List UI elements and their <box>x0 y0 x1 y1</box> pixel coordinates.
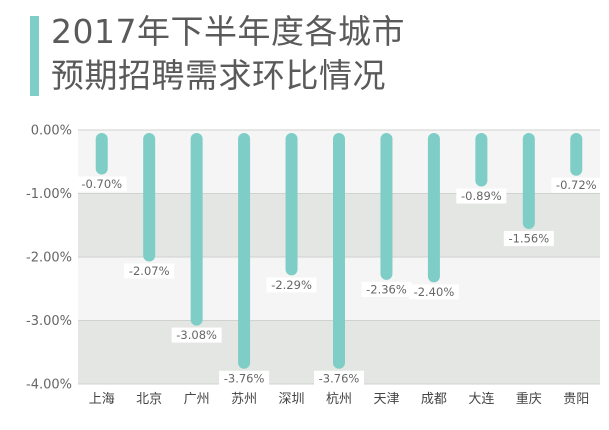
y-tick-label: -2.00% <box>26 251 72 266</box>
category-label: 重庆 <box>516 391 542 407</box>
value-label: -1.56% <box>508 232 549 246</box>
value-label: -0.89% <box>461 189 502 203</box>
value-label: -0.70% <box>81 177 122 191</box>
value-labels: -0.70% -2.07% -3.08% -3.76% -2.29% -3.76% -2.3… <box>76 176 602 386</box>
category-label: 成都 <box>421 392 447 407</box>
bar <box>570 133 583 176</box>
value-label-background <box>314 370 364 386</box>
bar <box>522 133 535 230</box>
value-label: -3.76% <box>319 371 360 385</box>
value-label-background <box>219 370 270 386</box>
category-label: 深圳 <box>279 392 305 407</box>
value-label: -0.72% <box>556 178 597 192</box>
bar <box>190 133 203 326</box>
bar <box>427 133 440 283</box>
category-label: 北京 <box>136 392 162 407</box>
category-label: 苏州 <box>231 391 257 407</box>
value-label-background <box>551 177 602 193</box>
category-label: 天津 <box>373 392 399 407</box>
bar <box>285 133 298 276</box>
value-label-background <box>408 284 459 300</box>
value-label-background <box>456 188 507 204</box>
value-label: -3.08% <box>176 328 217 342</box>
bar <box>333 133 345 369</box>
value-label-background <box>361 281 412 297</box>
value-label: -2.07% <box>129 264 170 278</box>
value-label: -2.29% <box>271 278 312 292</box>
y-axis-tick-labels: 0.00% -1.00% -2.00% -3.00% -4.00% <box>26 124 72 393</box>
value-label-background <box>171 327 222 343</box>
chart-title-block: 2017年下半年度各城市 预期招聘需求环比情况 <box>0 0 609 110</box>
y-tick-label: -4.00% <box>26 378 72 393</box>
value-label-background <box>124 263 175 279</box>
chart-title-line-1: 2017年下半年度各城市 <box>51 12 405 51</box>
chart-title-line-2: 预期招聘需求环比情况 <box>51 56 386 95</box>
bar <box>143 133 156 262</box>
title-accent-bar <box>30 16 39 96</box>
y-tick-label: -1.00% <box>26 187 72 202</box>
value-label-background <box>76 176 127 192</box>
bars <box>95 133 583 369</box>
value-label: -3.76% <box>224 371 265 385</box>
bar <box>475 133 488 187</box>
value-label-background <box>266 277 317 293</box>
bar <box>238 133 251 369</box>
category-label: 上海 <box>89 392 115 407</box>
category-label: 广州 <box>184 392 210 407</box>
category-label: 杭州 <box>326 392 352 407</box>
category-label: 大连 <box>468 391 494 407</box>
value-label-background <box>503 231 554 247</box>
bar <box>380 133 393 280</box>
x-axis-category-labels: 上海 北京 广州 苏州 深圳 杭州 天津 成都 大连 重庆 贵阳 <box>89 391 590 407</box>
bar <box>95 133 108 175</box>
y-tick-label: -3.00% <box>26 314 72 329</box>
y-tick-label: 0.00% <box>31 124 72 139</box>
value-label: -2.36% <box>366 282 407 296</box>
value-label: -2.40% <box>414 285 455 299</box>
category-label: 贵阳 <box>563 392 589 407</box>
